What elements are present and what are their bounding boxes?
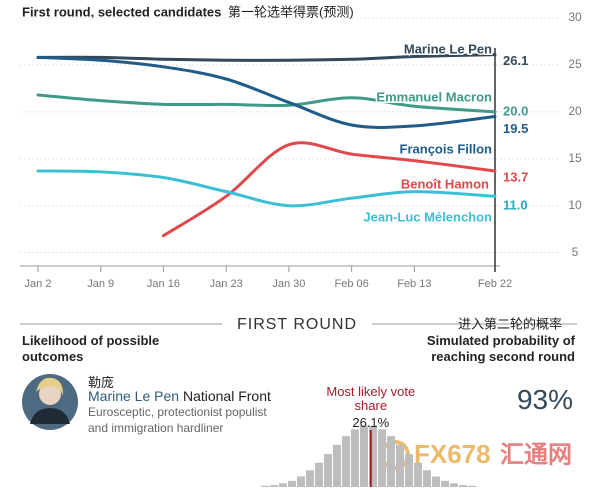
histogram-bar: [306, 470, 314, 487]
probability: 93%: [516, 384, 573, 415]
histogram-bar: [351, 429, 359, 487]
value-label: 13.7: [503, 169, 528, 184]
chart-title: First round, selected candidates: [22, 4, 221, 19]
histogram-bar: [405, 454, 413, 487]
photo-face: [39, 383, 61, 405]
x-tick-label: Jan 2: [25, 278, 52, 290]
histogram-bar: [459, 485, 467, 487]
histogram-bar: [378, 429, 386, 487]
histogram-bar: [396, 444, 404, 487]
x-tick-label: Jan 16: [147, 278, 180, 290]
watermark-text-cn: 汇通网: [500, 441, 572, 468]
candidate-description: Eurosceptic, protectionist populist and …: [88, 405, 267, 435]
x-tick-label: Feb 06: [335, 278, 369, 290]
histogram-bar: [279, 483, 287, 487]
histogram-bar: [468, 485, 476, 487]
histogram-bar: [315, 462, 323, 487]
candidate-party: National Front: [182, 388, 271, 404]
value-label: 11.0: [503, 198, 528, 213]
marker-label: 26.1%: [352, 415, 390, 430]
histogram-bar: [270, 485, 278, 487]
histogram-bar: [360, 425, 368, 487]
x-tick-label: Jan 30: [272, 278, 305, 290]
x-tick-label: Feb 22: [478, 278, 512, 290]
candidate-line: Marine Le Pen National Front: [88, 388, 271, 404]
photo-body: [30, 408, 70, 424]
panel-title: Likelihood of possible outcomes: [22, 333, 160, 364]
candidate-name-cn: 勒庞: [88, 375, 115, 390]
histogram-bar: [387, 436, 395, 487]
histogram-bar: [297, 476, 305, 487]
histogram-bar: [342, 436, 350, 487]
candidate-name: Marine Le Pen: [88, 388, 180, 404]
y-tick-label: 5: [572, 245, 579, 259]
series-line: [36, 55, 497, 129]
series-name: Emmanuel Macron: [376, 89, 492, 104]
series-name: François Fillon: [400, 141, 493, 156]
marker-annotation: Most likely vote share: [326, 384, 416, 413]
histogram-bar: [261, 485, 269, 487]
y-tick-label: 25: [568, 57, 582, 71]
value-label: 26.1: [503, 53, 528, 68]
value-label: 19.5: [503, 121, 528, 136]
series-line: [36, 169, 497, 208]
series-name: Benoît Hamon: [401, 176, 489, 191]
section-heading: FIRST ROUND: [237, 316, 357, 333]
photo-hair: [36, 377, 64, 396]
series-line: [36, 53, 497, 62]
panel-right-title: Simulated probability of reaching second…: [426, 333, 575, 364]
x-tick-label: Jan 9: [87, 278, 114, 290]
series-line: [161, 141, 497, 238]
y-tick-label: 10: [568, 198, 582, 212]
histogram-bar: [333, 444, 341, 487]
y-tick-label: 20: [568, 104, 582, 118]
section-heading-cn: 进入第二轮的概率: [458, 316, 562, 331]
histogram-bar: [324, 454, 332, 487]
y-tick-label: 15: [568, 151, 582, 165]
histogram-bar: [414, 462, 422, 487]
histogram-bar: [288, 480, 296, 487]
histogram-bar: [369, 425, 377, 487]
value-label: 20.0: [503, 103, 528, 118]
y-tick-label: 30: [568, 10, 582, 24]
x-tick-label: Feb 13: [397, 278, 431, 290]
chart-subtitle: 第一轮选举得票(预测): [228, 4, 354, 19]
watermark-text: FX678: [414, 439, 491, 469]
series-name: Marine Le Pen: [404, 41, 492, 56]
series-line: [36, 93, 497, 114]
histogram-bar: [450, 483, 458, 487]
series-name: Jean-Luc Mélenchon: [363, 209, 492, 224]
histogram-bar: [423, 470, 431, 487]
histogram-bar: [432, 476, 440, 487]
x-tick-label: Jan 23: [210, 278, 243, 290]
histogram-bar: [441, 480, 449, 487]
